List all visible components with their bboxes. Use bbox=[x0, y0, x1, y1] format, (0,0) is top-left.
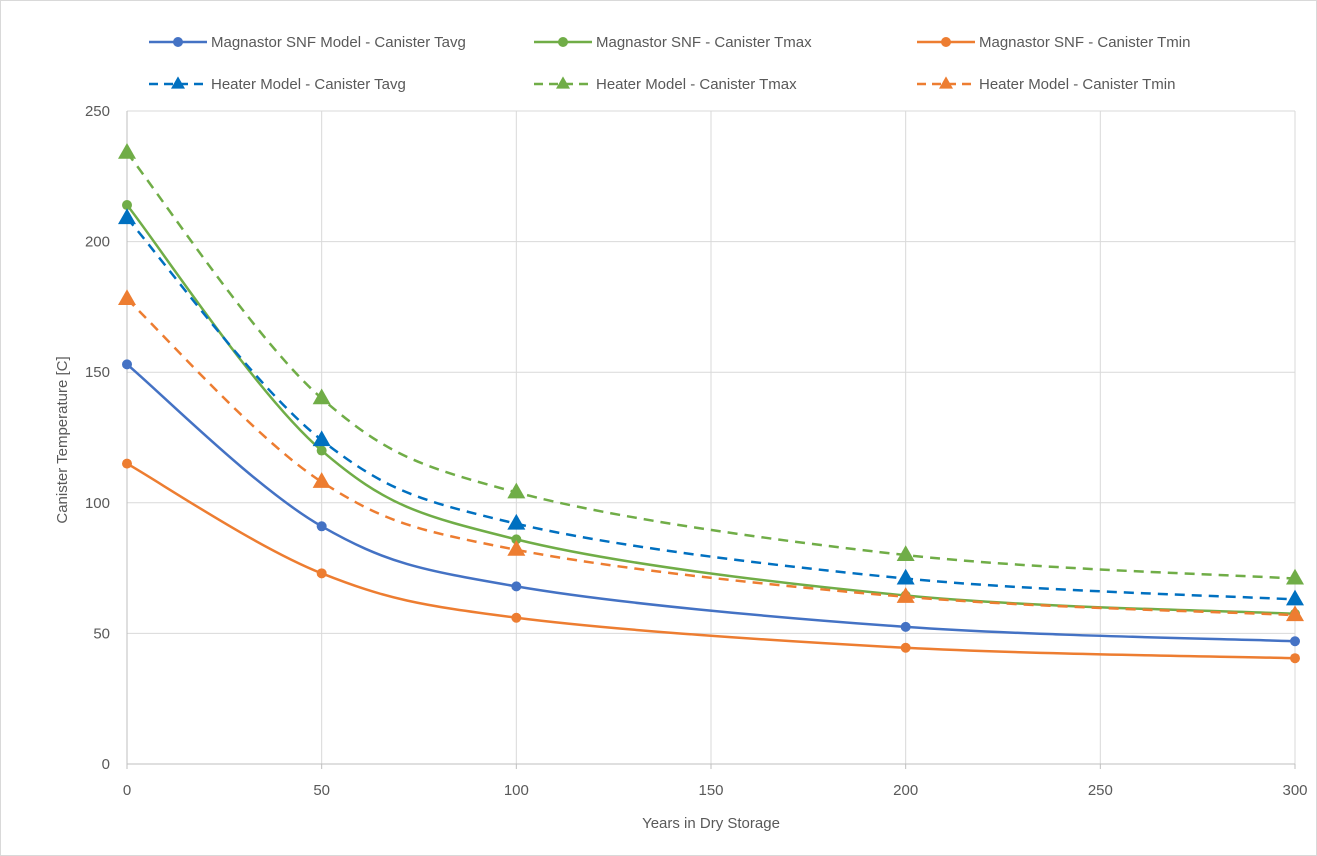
x-tick-label: 200 bbox=[893, 782, 918, 799]
legend-label: Magnastor SNF - Canister Tmin bbox=[979, 34, 1190, 51]
y-tick-label: 150 bbox=[85, 364, 110, 381]
y-tick-label: 250 bbox=[85, 103, 110, 120]
series-4 bbox=[118, 208, 1304, 606]
series-line bbox=[126, 204, 1296, 616]
data-point bbox=[312, 430, 331, 447]
data-point bbox=[312, 388, 331, 405]
x-tick-label: 0 bbox=[123, 782, 131, 799]
x-tick-label: 150 bbox=[698, 782, 723, 799]
series-lines bbox=[118, 143, 1304, 664]
series-line bbox=[126, 363, 1296, 643]
legend-label: Heater Model - Canister Tmax bbox=[596, 76, 797, 93]
data-point bbox=[507, 540, 526, 556]
series-line bbox=[126, 217, 1296, 601]
legend-swatch-marker bbox=[939, 76, 953, 89]
legend-item: Magnastor SNF - Canister Tmax bbox=[534, 34, 812, 51]
data-point bbox=[507, 513, 526, 530]
x-tick-label: 100 bbox=[504, 782, 529, 799]
data-point bbox=[316, 568, 327, 579]
x-tick-label: 300 bbox=[1282, 782, 1307, 799]
series-6 bbox=[118, 289, 1304, 622]
data-point bbox=[507, 482, 526, 499]
data-point bbox=[896, 545, 915, 562]
y-tick-label: 200 bbox=[85, 234, 110, 251]
data-point bbox=[122, 359, 132, 370]
x-axis-title: Years in Dry Storage bbox=[642, 815, 780, 832]
data-point bbox=[1286, 605, 1304, 622]
data-point bbox=[1290, 636, 1300, 647]
legend-swatch-marker bbox=[171, 76, 185, 89]
data-point bbox=[896, 568, 915, 585]
y-tick-label: 0 bbox=[102, 756, 110, 773]
legend-label: Magnastor SNF - Canister Tmax bbox=[596, 34, 812, 51]
data-point bbox=[316, 445, 327, 456]
legend-swatch-marker bbox=[558, 37, 568, 47]
legend-item: Magnastor SNF Model - Canister Tavg bbox=[149, 34, 466, 51]
legend: Magnastor SNF Model - Canister Tavg Magna… bbox=[149, 34, 1190, 93]
data-point bbox=[312, 472, 331, 488]
series-5 bbox=[118, 143, 1304, 585]
data-point bbox=[1290, 653, 1300, 664]
legend-swatch-marker bbox=[173, 37, 183, 47]
legend-label: Magnastor SNF Model - Canister Tavg bbox=[211, 34, 466, 51]
legend-label: Heater Model - Canister Tmin bbox=[979, 76, 1175, 93]
series-3 bbox=[122, 458, 1300, 664]
axes: 0 50 100 150 200 250 300 0 50 100 150 200 250 bbox=[85, 103, 1308, 799]
data-point bbox=[511, 581, 522, 592]
data-point bbox=[511, 534, 522, 545]
data-point bbox=[900, 621, 911, 632]
data-point bbox=[122, 458, 132, 469]
x-tick-label: 50 bbox=[313, 782, 330, 799]
data-point bbox=[316, 521, 327, 532]
y-tick-label: 50 bbox=[93, 625, 110, 642]
series-1 bbox=[122, 359, 1300, 647]
data-point bbox=[122, 200, 132, 211]
series-line bbox=[126, 462, 1296, 660]
legend-label: Heater Model - Canister Tavg bbox=[211, 76, 406, 93]
y-tick-label: 100 bbox=[85, 495, 110, 512]
data-point bbox=[118, 289, 136, 306]
data-point bbox=[896, 587, 915, 603]
legend-item: Magnastor SNF - Canister Tmin bbox=[917, 34, 1190, 51]
data-point bbox=[900, 642, 911, 653]
legend-swatch-marker bbox=[556, 76, 570, 89]
y-axis-title: Canister Temperature [C] bbox=[54, 356, 71, 523]
legend-item: Heater Model - Canister Tavg bbox=[149, 76, 406, 93]
data-point bbox=[118, 143, 136, 159]
data-point bbox=[511, 612, 522, 623]
data-point bbox=[118, 208, 136, 225]
x-tick-label: 250 bbox=[1088, 782, 1113, 799]
data-point bbox=[1286, 589, 1304, 606]
series-line bbox=[126, 298, 1296, 617]
series-line bbox=[126, 152, 1296, 580]
legend-item: Heater Model - Canister Tmin bbox=[917, 76, 1175, 93]
data-point bbox=[1286, 568, 1304, 585]
legend-swatch-marker bbox=[941, 37, 951, 47]
legend-item: Heater Model - Canister Tmax bbox=[534, 76, 797, 93]
